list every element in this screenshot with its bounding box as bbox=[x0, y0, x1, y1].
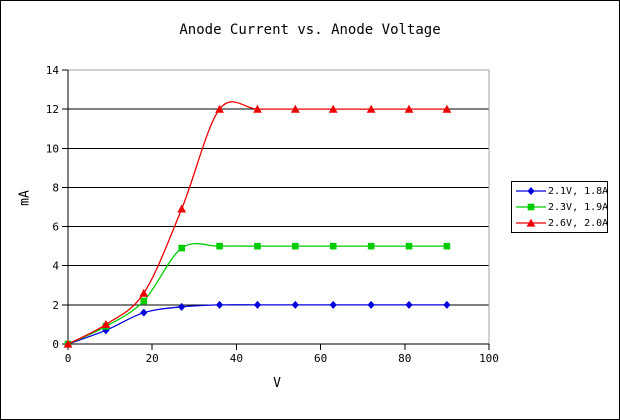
y-tick-label: 10 bbox=[46, 142, 59, 155]
x-tick-label: 0 bbox=[65, 352, 72, 365]
marker-square bbox=[140, 297, 148, 305]
marker-square bbox=[178, 244, 185, 252]
marker-square bbox=[216, 242, 223, 250]
y-tick-label: 6 bbox=[52, 221, 59, 234]
legend-marker-diamond-icon bbox=[516, 187, 546, 195]
marker-triangle bbox=[139, 288, 149, 297]
series-line bbox=[67, 242, 447, 345]
legend-label: 2.1V, 1.8A bbox=[548, 185, 609, 197]
marker-square bbox=[367, 242, 375, 250]
marker-triangle bbox=[63, 339, 73, 348]
marker-square bbox=[443, 242, 451, 250]
legend-item: 2.6V, 2.0A bbox=[512, 215, 609, 231]
marker-diamond bbox=[215, 300, 224, 309]
series-diamond bbox=[64, 300, 451, 348]
marker-diamond bbox=[253, 300, 262, 309]
marker-triangle bbox=[404, 104, 414, 113]
x-axis-title: V bbox=[273, 376, 281, 391]
marker-diamond bbox=[178, 302, 186, 311]
marker-diamond bbox=[367, 300, 375, 309]
marker-diamond bbox=[291, 300, 299, 309]
chart-title: Anode Current vs. Anode Voltage bbox=[179, 22, 441, 38]
y-tick-label: 12 bbox=[46, 103, 59, 116]
marker-triangle bbox=[290, 104, 300, 113]
legend-label: 2.6V, 2.0A bbox=[548, 217, 609, 229]
marker-square bbox=[292, 242, 299, 250]
x-tick-label: 40 bbox=[230, 352, 243, 365]
legend-item: 2.1V, 1.8A bbox=[512, 183, 609, 199]
marker-triangle bbox=[526, 218, 536, 227]
marker-square bbox=[329, 242, 337, 250]
marker-square bbox=[254, 242, 261, 250]
marker-triangle bbox=[215, 104, 224, 113]
x-tick-label: 60 bbox=[314, 352, 327, 365]
x-tick-label: 80 bbox=[398, 352, 411, 365]
marker-diamond bbox=[405, 300, 413, 309]
marker-triangle bbox=[101, 320, 111, 329]
marker-square bbox=[527, 203, 535, 211]
legend-marker-triangle-icon bbox=[516, 218, 546, 227]
y-tick-label: 0 bbox=[52, 338, 59, 351]
series-triangle bbox=[63, 101, 452, 348]
marker-diamond bbox=[527, 187, 535, 195]
marker-diamond bbox=[140, 308, 148, 317]
series-line bbox=[67, 101, 447, 345]
marker-diamond bbox=[102, 326, 110, 335]
y-tick-label: 2 bbox=[52, 299, 59, 312]
series-square bbox=[64, 242, 451, 348]
marker-triangle bbox=[253, 104, 262, 113]
series-line bbox=[67, 304, 447, 345]
marker-triangle bbox=[328, 104, 338, 113]
legend-label: 2.3V, 1.9A bbox=[548, 201, 609, 213]
marker-triangle bbox=[366, 104, 376, 113]
x-tick-label: 20 bbox=[146, 352, 159, 365]
marker-triangle bbox=[442, 104, 452, 113]
marker-diamond bbox=[329, 300, 337, 309]
marker-triangle bbox=[177, 204, 187, 213]
y-tick-label: 8 bbox=[52, 181, 59, 194]
x-tick-label: 100 bbox=[479, 352, 499, 365]
legend-item: 2.3V, 1.9A bbox=[512, 199, 609, 215]
legend: 2.1V, 1.8A 2.3V, 1.9A 2.6V, 2.0A bbox=[511, 181, 608, 233]
legend-marker-square-icon bbox=[516, 203, 546, 211]
y-tick-label: 4 bbox=[52, 260, 59, 273]
marker-square bbox=[405, 242, 413, 250]
y-tick-label: 14 bbox=[46, 64, 60, 77]
marker-diamond bbox=[443, 300, 451, 309]
